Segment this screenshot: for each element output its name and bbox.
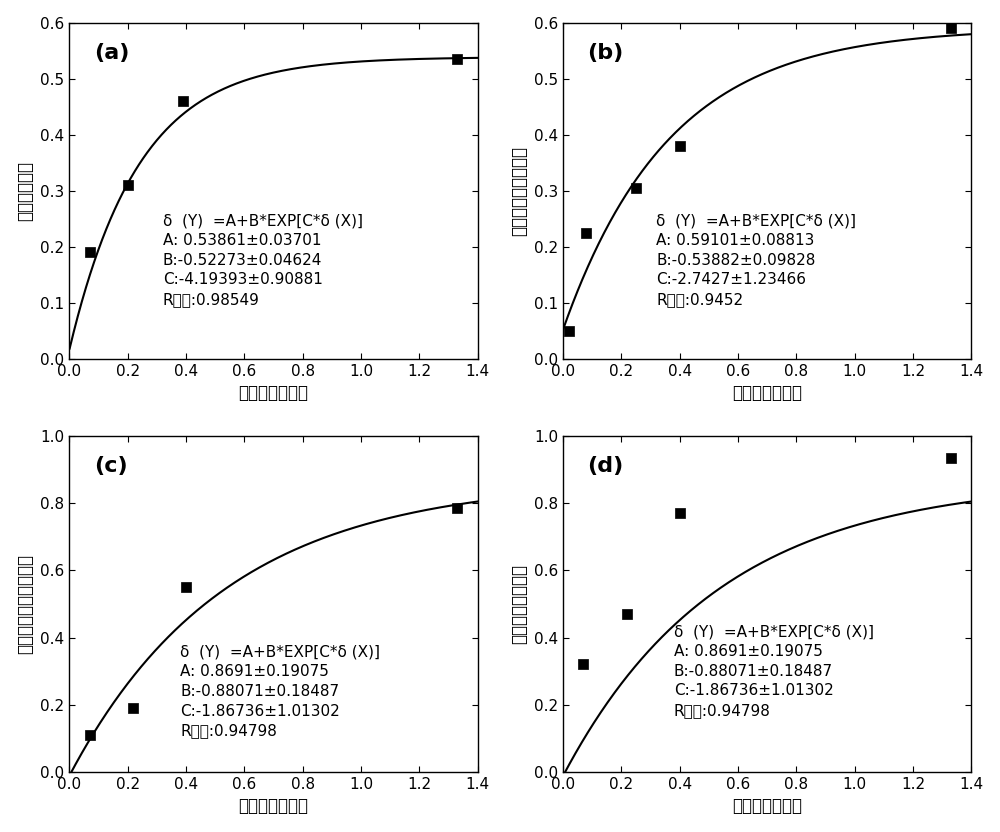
Y-axis label: 上平台能量的变化率: 上平台能量的变化率 — [510, 146, 528, 235]
X-axis label: 电阻率的变化率: 电阻率的变化率 — [732, 384, 802, 402]
Point — [578, 226, 594, 240]
Point — [178, 581, 194, 594]
Point — [125, 701, 141, 715]
Point — [943, 451, 959, 464]
Point — [449, 502, 465, 515]
Point — [628, 181, 644, 195]
Point — [120, 178, 136, 191]
Text: (a): (a) — [94, 42, 129, 63]
Point — [619, 607, 635, 621]
Point — [672, 507, 688, 520]
Point — [943, 22, 959, 35]
Point — [82, 245, 98, 259]
Y-axis label: 强度的变化率: 强度的变化率 — [17, 161, 35, 220]
Y-axis label: 韧脆转变温度的变化率: 韧脆转变温度的变化率 — [17, 554, 35, 654]
Point — [449, 52, 465, 66]
Y-axis label: 参考温度的变化率: 参考温度的变化率 — [510, 564, 528, 644]
X-axis label: 电阻率的变化率: 电阻率的变化率 — [732, 797, 802, 815]
Point — [82, 728, 98, 741]
X-axis label: 电阻率的变化率: 电阻率的变化率 — [238, 384, 308, 402]
X-axis label: 电阻率的变化率: 电阻率的变化率 — [238, 797, 308, 815]
Text: (b): (b) — [588, 42, 624, 63]
Point — [672, 139, 688, 152]
Text: (c): (c) — [94, 456, 127, 476]
Point — [575, 658, 591, 671]
Text: δ  (Y)  =A+B*EXP[C*δ (X)]
A: 0.8691±0.19075
B:-0.88071±0.18487
C:-1.86736±1.0130: δ (Y) =A+B*EXP[C*δ (X)] A: 0.8691±0.1907… — [180, 644, 380, 739]
Text: (d): (d) — [588, 456, 624, 476]
Text: δ  (Y)  =A+B*EXP[C*δ (X)]
A: 0.8691±0.19075
B:-0.88071±0.18487
C:-1.86736±1.0130: δ (Y) =A+B*EXP[C*δ (X)] A: 0.8691±0.1907… — [674, 624, 874, 718]
Text: δ  (Y)  =A+B*EXP[C*δ (X)]
A: 0.59101±0.08813
B:-0.53882±0.09828
C:-2.7427±1.2346: δ (Y) =A+B*EXP[C*δ (X)] A: 0.59101±0.088… — [656, 213, 856, 307]
Point — [175, 94, 191, 107]
Text: δ  (Y)  =A+B*EXP[C*δ (X)]
A: 0.53861±0.03701
B:-0.52273±0.04624
C:-4.19393±0.908: δ (Y) =A+B*EXP[C*δ (X)] A: 0.53861±0.037… — [163, 213, 363, 307]
Point — [561, 324, 577, 337]
